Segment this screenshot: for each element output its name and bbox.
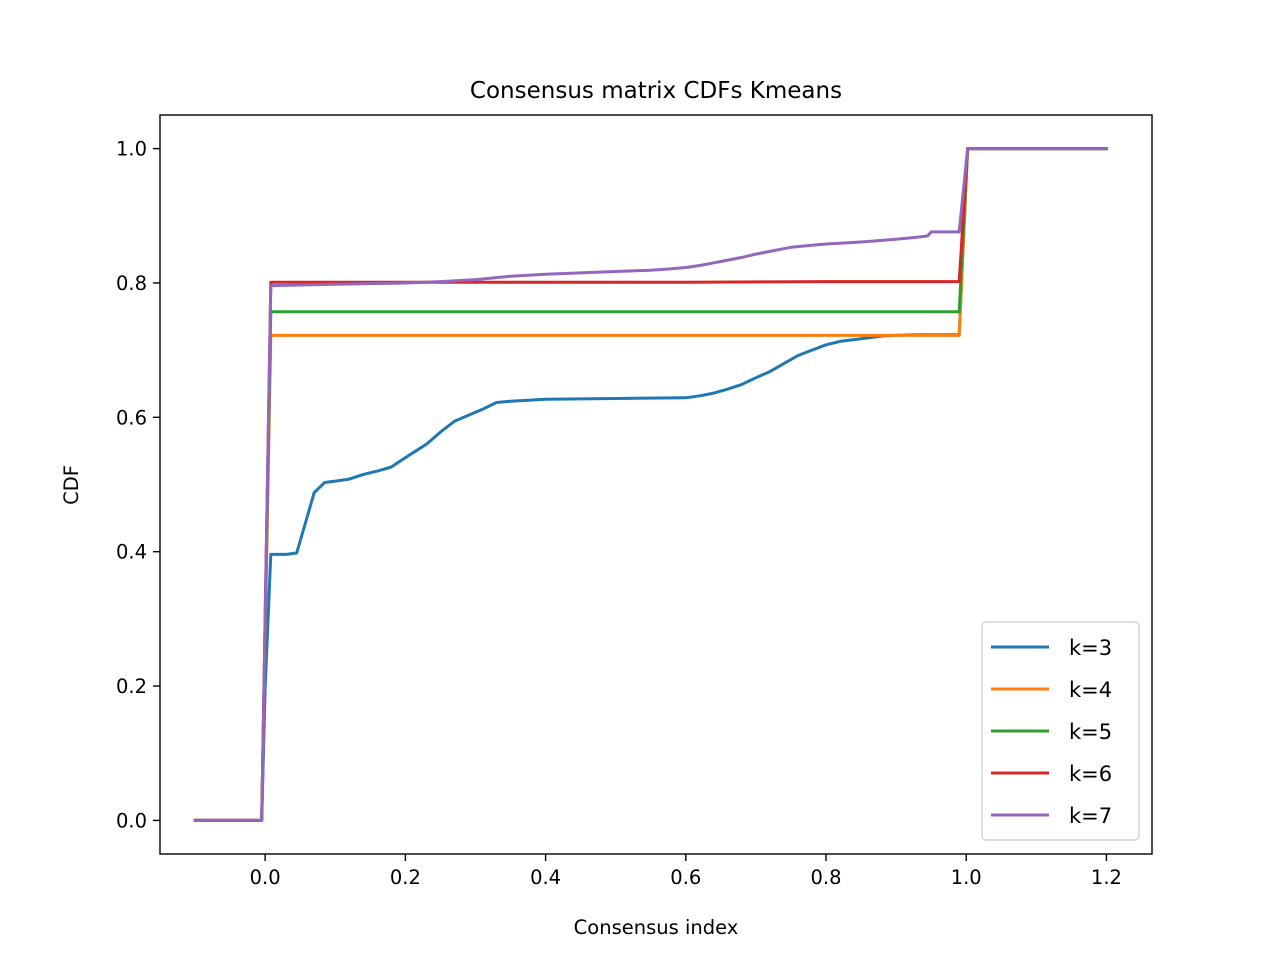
- series-line-k7: [193, 147, 1108, 822]
- x-axis-label: Consensus index: [574, 916, 739, 939]
- x-tick-label: 1.0: [951, 866, 982, 889]
- x-tick-label: 0.6: [670, 866, 701, 889]
- y-tick-label: 0.2: [116, 675, 147, 698]
- x-tick-label: 0.2: [390, 866, 421, 889]
- legend: k=3 k=4 k=5 k=6 k=7: [981, 621, 1140, 841]
- legend-label: k=3: [1069, 636, 1112, 660]
- y-axis-label: CDF: [60, 465, 83, 505]
- x-tick-label: 0.0: [250, 866, 281, 889]
- y-tick-label: 0.8: [116, 272, 147, 295]
- y-tick-label: 0.0: [116, 809, 147, 832]
- x-tick-label: 0.8: [810, 866, 841, 889]
- legend-label: k=4: [1069, 678, 1112, 702]
- x-tick-label: 0.4: [530, 866, 561, 889]
- legend-label: k=7: [1069, 804, 1112, 828]
- chart-title: Consensus matrix CDFs Kmeans: [470, 78, 842, 104]
- series-layer: [193, 147, 1108, 822]
- y-axis: 0.0 0.2 0.4 0.6 0.8 1.0: [116, 138, 160, 832]
- legend-label: k=6: [1069, 762, 1112, 786]
- legend-box: [981, 621, 1140, 841]
- x-tick-label: 1.2: [1091, 866, 1122, 889]
- y-tick-label: 0.6: [116, 406, 147, 429]
- y-tick-label: 0.4: [116, 541, 147, 564]
- y-tick-label: 1.0: [116, 138, 147, 161]
- plot-frame: [159, 114, 1153, 855]
- legend-label: k=5: [1069, 720, 1112, 744]
- x-axis: 0.0 0.2 0.4 0.6 0.8 1.0 1.2: [250, 854, 1122, 889]
